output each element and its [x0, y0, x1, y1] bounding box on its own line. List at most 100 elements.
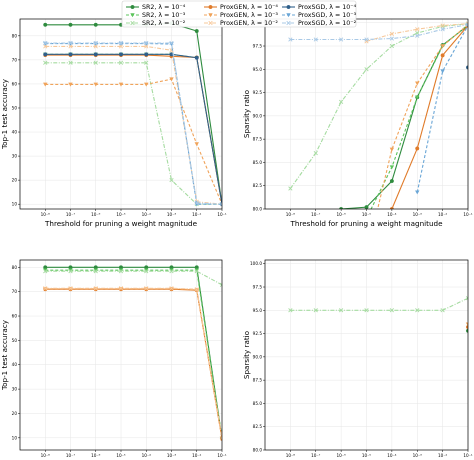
- legend-label: SR2, λ = 10⁻⁴: [142, 4, 186, 11]
- y-tick-label: 82.5: [253, 183, 263, 188]
- series-path: [45, 53, 222, 205]
- marker-circle: [144, 52, 149, 57]
- marker-x: [144, 269, 149, 274]
- legend-entry: ProxGEN, λ = 10⁻²: [204, 20, 278, 27]
- marker-circle: [118, 52, 123, 57]
- x-tick-label: 10⁻⁴: [387, 453, 397, 458]
- marker-x: [288, 186, 293, 191]
- marker-triangle: [118, 268, 124, 273]
- x-axis-label: Threshold for pruning a weight magnitude: [290, 219, 444, 228]
- marker-x: [118, 269, 124, 274]
- marker-triangle: [93, 82, 98, 87]
- marker-x: [339, 308, 344, 313]
- y-tick-label: 60: [12, 314, 18, 319]
- marker-circle: [440, 53, 445, 58]
- series-path: [45, 78, 222, 205]
- marker-triangle: [440, 69, 445, 74]
- marker-circle: [208, 4, 213, 9]
- marker-circle: [364, 205, 369, 209]
- y-tick-label: 97.5: [253, 44, 263, 49]
- series-path: [45, 270, 222, 286]
- y-tick-label: 95.0: [253, 67, 263, 72]
- marker-x: [43, 269, 48, 274]
- marker-triangle: [194, 142, 199, 147]
- legend-entry: SR2, λ = 10⁻²: [126, 20, 186, 27]
- marker-triangle: [169, 268, 174, 273]
- legend-entry: SR2, λ = 10⁻⁴: [126, 4, 186, 11]
- marker-triangle: [415, 81, 420, 86]
- y-tick-label: 92.5: [253, 90, 263, 95]
- marker-x: [68, 60, 73, 65]
- x-tick-label: 10⁻⁴: [142, 212, 152, 217]
- marker-triangle: [169, 42, 174, 47]
- marker-triangle: [130, 13, 135, 18]
- marker-x: [440, 27, 445, 32]
- marker-x: [93, 44, 98, 49]
- x-tick-label: 10⁻⁸: [41, 212, 51, 217]
- legend-entry: SR2, λ = 10⁻³: [126, 12, 186, 19]
- series-line: [465, 322, 468, 327]
- series-path: [45, 53, 222, 205]
- series-line: [43, 286, 222, 441]
- x-tick-label: 10⁻¹: [217, 453, 227, 458]
- marker-x: [288, 37, 293, 42]
- x-tick-label: 10⁻¹: [217, 212, 227, 217]
- y-tick-label: 100.0: [250, 261, 262, 266]
- marker-x: [389, 36, 394, 41]
- marker-triangle: [144, 82, 149, 87]
- marker-x: [144, 40, 149, 46]
- legend-label: SR2, λ = 10⁻²: [142, 20, 186, 27]
- marker-x: [415, 308, 420, 313]
- marker-circle: [43, 22, 48, 27]
- series-path: [45, 269, 222, 439]
- x-tick-label: 10⁻⁶: [337, 453, 347, 458]
- grid: [265, 260, 469, 451]
- marker-x: [286, 20, 291, 26]
- marker-x: [93, 286, 98, 291]
- series-path: [45, 288, 222, 439]
- x-tick-label: 10⁻³: [413, 453, 423, 458]
- x-tick-label: 10⁻⁸: [286, 453, 296, 458]
- y-axis-label: Top-1 test accuracy: [0, 319, 9, 391]
- marker-triangle: [118, 82, 124, 87]
- x-tick-label: 10⁻²: [438, 212, 448, 217]
- marker-circle: [466, 325, 468, 330]
- series-path: [45, 287, 222, 438]
- marker-x: [68, 269, 73, 274]
- marker-x: [208, 20, 213, 26]
- marker-x: [169, 40, 174, 46]
- marker-x: [169, 178, 174, 183]
- legend-label: ProxSGD, λ = 10⁻³: [298, 12, 357, 19]
- legend-entry: ProxSGD, λ = 10⁻³: [282, 12, 357, 19]
- legend-label: ProxSGD, λ = 10⁻⁴: [298, 4, 357, 11]
- series-path: [290, 24, 468, 41]
- series-group: [288, 21, 468, 209]
- marker-x: [364, 67, 369, 72]
- chart-panel-4: 10⁻⁸ 10⁻⁷ 10⁻⁶ 10⁻⁵ 10⁻⁴ 10⁻³ 10⁻² 10⁻¹ 80.0 82.5…: [242, 259, 473, 458]
- series-line: [43, 269, 222, 287]
- marker-circle: [68, 52, 73, 57]
- legend-label: ProxGEN, λ = 10⁻⁴: [220, 4, 278, 11]
- marker-circle: [286, 4, 291, 9]
- marker-x: [194, 269, 199, 274]
- marker-triangle: [389, 147, 395, 152]
- x-tick-label: 10⁻⁷: [311, 212, 321, 217]
- marker-x: [339, 99, 344, 105]
- marker-x: [144, 60, 149, 65]
- y-tick-label: 85.0: [253, 160, 263, 165]
- x-tick-label: 10⁻⁷: [66, 453, 76, 458]
- x-tick-label: 10⁻⁸: [41, 453, 51, 458]
- y-tick-label: 70: [12, 57, 18, 62]
- x-tick-label: 10⁻³: [413, 212, 423, 217]
- y-tick-label: 40: [12, 130, 18, 135]
- legend-box: [121, 0, 357, 28]
- marker-x: [313, 37, 318, 42]
- series-line: [466, 325, 468, 330]
- x-tick-label: 10⁻²: [192, 212, 202, 217]
- marker-x: [194, 287, 199, 292]
- y-tick-label: 82.5: [253, 424, 263, 429]
- legend-label: ProxGEN, λ = 10⁻³: [220, 12, 278, 19]
- y-tick-label: 30: [12, 387, 18, 392]
- marker-x: [288, 308, 293, 313]
- marker-triangle: [465, 322, 468, 327]
